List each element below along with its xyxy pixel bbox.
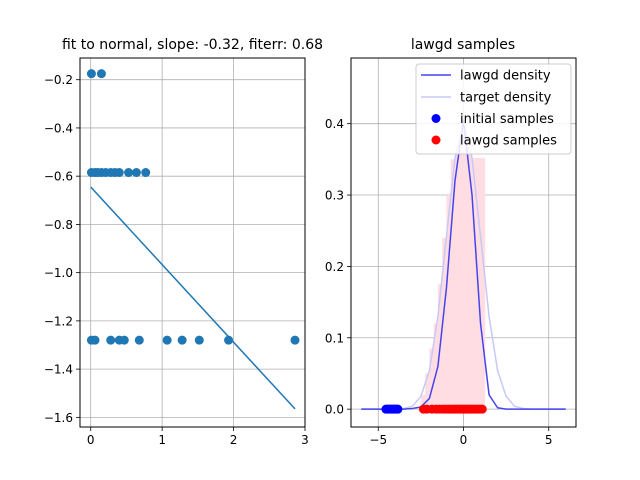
histogram-bar bbox=[442, 237, 447, 410]
left-panel: fit to normal, slope: -0.32, fiterr: 0.6… bbox=[44, 37, 323, 447]
scatter-point bbox=[119, 335, 129, 345]
legend-box bbox=[415, 63, 572, 155]
left-data-marks bbox=[86, 69, 300, 410]
fit-line bbox=[90, 186, 296, 410]
right-data-marks bbox=[361, 119, 566, 414]
left-x-tick-label: 1 bbox=[158, 433, 166, 447]
left-axes-frame bbox=[79, 57, 306, 428]
lawgd-sample-point bbox=[477, 404, 487, 414]
legend-marker-lawgd-samples bbox=[431, 135, 441, 145]
scatter-point bbox=[86, 69, 96, 79]
scatter-point bbox=[134, 335, 144, 345]
legend-label-target-density: target density bbox=[460, 91, 552, 106]
legend-label-lawgd-samples: lawgd samples bbox=[460, 134, 557, 149]
legend: lawgd density target density initial sam… bbox=[415, 63, 572, 155]
histogram-bar bbox=[480, 157, 486, 410]
left-x-tick-label: 0 bbox=[87, 433, 95, 447]
histogram-bar bbox=[463, 130, 469, 410]
left-y-axis: −0.2 −0.4 −0.6 −0.8 −1.0 −1.2 −1.4 −1.6 bbox=[44, 73, 80, 425]
left-y-tick-label: −1.4 bbox=[44, 363, 73, 377]
histogram-bar bbox=[429, 348, 435, 410]
scatter-point bbox=[141, 168, 151, 178]
scatter-point bbox=[106, 335, 116, 345]
right-x-tick-label: −5 bbox=[369, 433, 387, 447]
histogram-bar bbox=[467, 145, 473, 410]
left-x-tick-label: 2 bbox=[230, 433, 238, 447]
right-y-tick-label: 0.0 bbox=[325, 403, 344, 417]
left-y-tick-label: −1.2 bbox=[44, 314, 73, 328]
histogram-bar bbox=[454, 145, 460, 410]
histogram-bar bbox=[459, 137, 464, 410]
initial-sample-point bbox=[393, 404, 403, 414]
left-y-tick-label: −0.8 bbox=[44, 218, 73, 232]
right-title: lawgd samples bbox=[411, 37, 515, 53]
legend-label-lawgd-density: lawgd density bbox=[460, 69, 551, 84]
right-x-tick-label: 0 bbox=[460, 433, 468, 447]
right-y-axis: 0.0 0.1 0.2 0.3 0.4 bbox=[325, 117, 351, 417]
right-panel: lawgd samples −5 0 5 0.0 0.1 0.2 0.3 0.4 lawgd… bbox=[325, 37, 577, 447]
right-y-tick-label: 0.1 bbox=[325, 331, 344, 345]
right-y-tick-label: 0.4 bbox=[325, 117, 344, 131]
right-y-tick-label: 0.2 bbox=[325, 260, 344, 274]
scatter-point bbox=[131, 168, 141, 178]
scatter-point bbox=[90, 335, 100, 345]
scatter-point bbox=[177, 335, 187, 345]
right-y-tick-label: 0.3 bbox=[325, 189, 344, 203]
left-y-tick-label: −1.6 bbox=[44, 411, 73, 425]
scatter-point bbox=[96, 69, 106, 79]
left-y-tick-label: −0.6 bbox=[44, 170, 73, 184]
legend-marker-initial-samples bbox=[431, 114, 441, 123]
histogram-bar bbox=[425, 373, 430, 410]
scatter-point bbox=[290, 335, 300, 345]
histogram-bar bbox=[446, 195, 452, 410]
left-y-tick-label: −0.4 bbox=[44, 121, 73, 135]
left-x-axis: 0 1 2 3 bbox=[87, 427, 309, 447]
histogram-bar bbox=[433, 323, 439, 410]
right-x-tick-label: 5 bbox=[545, 433, 553, 447]
left-y-tick-label: −0.2 bbox=[44, 73, 73, 87]
scatter-point bbox=[162, 335, 172, 345]
right-x-axis: −5 0 5 bbox=[369, 427, 553, 447]
lawgd-density-line bbox=[361, 119, 566, 410]
left-gridlines bbox=[80, 58, 306, 427]
histogram-bar bbox=[472, 157, 477, 410]
histogram-bar bbox=[420, 394, 426, 410]
left-x-tick-label: 3 bbox=[301, 433, 309, 447]
scatter-point bbox=[194, 335, 204, 345]
left-title: fit to normal, slope: -0.32, fiterr: 0.6… bbox=[62, 37, 323, 53]
scatter-point bbox=[224, 335, 234, 345]
histogram-bar bbox=[450, 159, 456, 410]
scatter-point bbox=[124, 168, 134, 178]
scatter-point bbox=[114, 168, 124, 178]
left-y-tick-label: −1.0 bbox=[44, 266, 73, 280]
legend-label-initial-samples: initial samples bbox=[460, 112, 554, 127]
